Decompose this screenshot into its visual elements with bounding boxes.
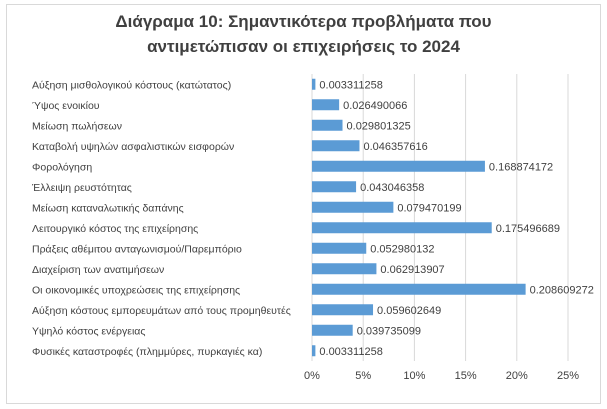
bar [312,242,367,254]
data-label: 0.003311 [319,79,364,91]
data-label: 0.046357 [363,141,409,153]
category-label: Πράξεις αθέμιτου ανταγωνισμού/Παρεμπόριο [32,243,242,255]
data-label: 0.043046 [360,182,406,194]
x-tick-label: 0% [304,370,320,382]
category-label: Ύψος ενοικίου [32,100,100,112]
data-label-cont: 689 [542,223,560,235]
data-label: 0.168874 [489,161,535,173]
data-label: 0.208609 [530,284,576,296]
bar [312,119,343,131]
x-tick-label: 15% [455,370,477,382]
data-label: 0.039735 [357,325,403,337]
x-tick-label: 20% [506,370,528,382]
bar [312,345,316,357]
data-label-cont: 132 [416,243,434,255]
category-label: Λειτουργικό κόστος της επιχείρησης [32,223,198,235]
category-label: Έλλειψη ρευστότητας [31,182,132,194]
data-label-cont: 272 [576,284,594,296]
data-label-cont: 649 [423,305,441,317]
bar [312,324,353,336]
data-label-cont: 325 [392,120,410,132]
data-label-cont: 099 [403,325,421,337]
data-label-cont: 258 [364,346,382,358]
category-label: Μείωση καταναλωτικής δαπάνης [32,202,184,214]
data-label: 0.059602 [377,305,423,317]
x-tick-label: 25% [557,370,579,382]
category-label: Οι οικονομικές υποχρεώσεις της επιχείρησ… [32,284,240,296]
bar [312,263,377,275]
bar [312,201,394,213]
data-label: 0.079470 [397,202,443,214]
x-tick-label: 10% [403,370,425,382]
chart-title-line-2: αντιμετώπισαν οι επιχειρήσεις το 2024 [147,37,460,56]
data-label-cont: 258 [364,79,382,91]
data-label: 0.052980 [370,243,416,255]
category-label: Μείωση πωλήσεων [32,120,122,132]
category-label: Υψηλό κόστος ενέργειας [32,325,145,337]
category-label: Φυσικές καταστροφές (πλημμύρες, πυρκαγιέ… [32,346,262,358]
category-label: Φορολόγηση [32,161,92,173]
category-label: Αύξηση κόστους εμπορευμάτων από τους προ… [32,305,291,317]
data-label: 0.026490 [343,100,389,112]
bar [312,140,360,152]
bar [312,99,340,111]
chart-title-line-1: Διάγραμα 10: Σημαντικότερα προβλήματα πο… [115,12,492,31]
data-label-cont: 907 [426,264,444,276]
category-label: Αύξηση μισθολογικού κόστους (κατώτατος) [32,79,231,91]
bar [312,304,374,316]
data-label-cont: 616 [409,141,427,153]
data-label-cont: 066 [389,100,407,112]
data-label-cont: 172 [535,161,553,173]
bar [312,181,357,193]
data-label-cont: 199 [443,202,461,214]
data-label: 0.175496 [496,223,542,235]
data-label: 0.062913 [380,264,426,276]
category-label: Διαχείριση των ανατιμήσεων [32,264,164,276]
bar [312,160,485,172]
category-label: Καταβολή υψηλών ασφαλιστικών εισφορών [32,141,234,153]
bar [312,222,492,234]
bar [312,283,526,295]
data-label: 0.029801 [347,120,393,132]
chart-area [6,4,601,404]
data-label: 0.003311 [319,346,364,358]
x-tick-label: 5% [355,370,371,382]
data-label-cont: 358 [406,182,424,194]
bar [312,78,316,90]
